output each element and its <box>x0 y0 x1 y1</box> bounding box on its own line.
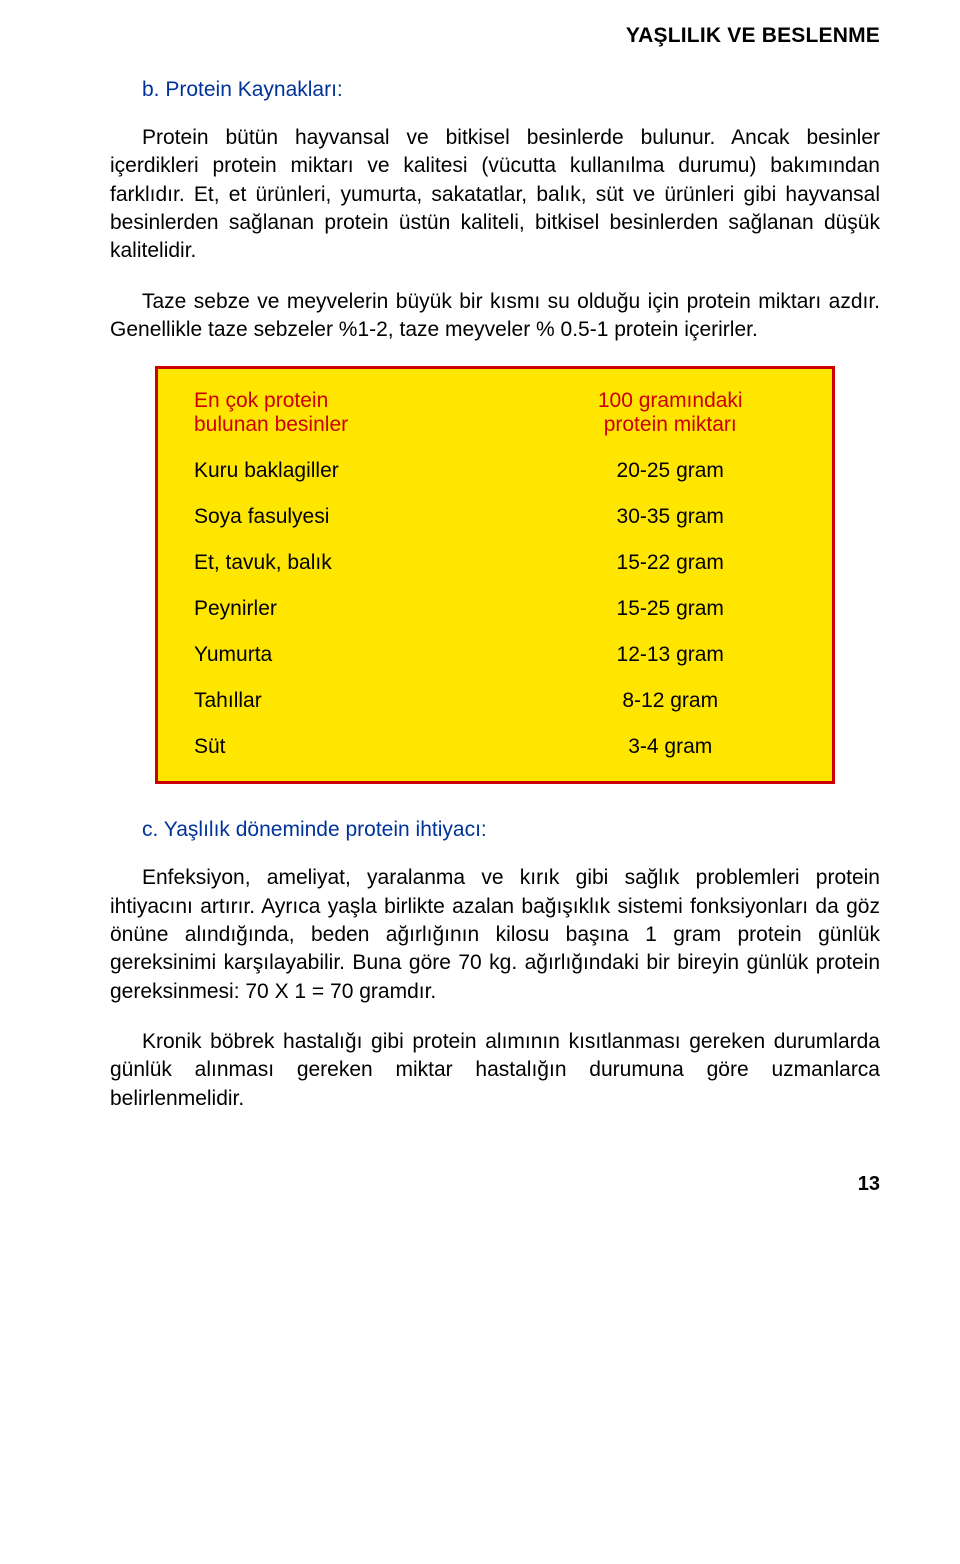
protein-amount-value: 15-25 gram <box>508 586 832 632</box>
protein-amount-value: 30-35 gram <box>508 494 832 540</box>
protein-amount-value: 8-12 gram <box>508 678 832 724</box>
page-number: 13 <box>110 1173 880 1196</box>
protein-food-label: Yumurta <box>158 632 508 678</box>
table-row: Kuru baklagiller20-25 gram <box>158 448 832 494</box>
protein-table-header-right-2: protein miktarı <box>604 413 737 436</box>
protein-food-label: Tahıllar <box>158 678 508 724</box>
protein-table-inner: En çok proteinbulunan besinler 100 gramın… <box>158 369 832 781</box>
protein-table-header-right-1: 100 gramındaki <box>598 389 743 412</box>
protein-food-label: Soya fasulyesi <box>158 494 508 540</box>
protein-food-label: Süt <box>158 724 508 781</box>
protein-food-label: Kuru baklagiller <box>158 448 508 494</box>
table-row: Peynirler15-25 gram <box>158 586 832 632</box>
protein-amount-value: 20-25 gram <box>508 448 832 494</box>
protein-table-header: En çok proteinbulunan besinler 100 gramın… <box>158 369 832 448</box>
protein-amount-value: 15-22 gram <box>508 540 832 586</box>
section-c-paragraph-2: Kronik böbrek hastalığı gibi protein alı… <box>110 1028 880 1113</box>
protein-food-label: Et, tavuk, balık <box>158 540 508 586</box>
section-b-heading: b. Protein Kaynakları: <box>110 78 880 102</box>
section-c-paragraph-1: Enfeksiyon, ameliyat, yaralanma ve kırık… <box>110 864 880 1006</box>
protein-table: En çok proteinbulunan besinler 100 gramın… <box>155 366 835 784</box>
table-row: Tahıllar8-12 gram <box>158 678 832 724</box>
protein-amount-value: 3-4 gram <box>508 724 832 781</box>
section-b-paragraph-1: Protein bütün hayvansal ve bitkisel besi… <box>110 124 880 266</box>
table-row: Yumurta12-13 gram <box>158 632 832 678</box>
table-row: Soya fasulyesi30-35 gram <box>158 494 832 540</box>
table-row: Süt3-4 gram <box>158 724 832 781</box>
section-c-heading: c. Yaşlılık döneminde protein ihtiyacı: <box>110 818 880 842</box>
table-row: Et, tavuk, balık15-22 gram <box>158 540 832 586</box>
section-b-paragraph-2: Taze sebze ve meyvelerin büyük bir kısmı… <box>110 288 880 345</box>
protein-food-label: Peynirler <box>158 586 508 632</box>
protein-table-header-left-1: En çok protein <box>194 389 328 412</box>
page-header-title: YAŞLILIK VE BESLENME <box>110 24 880 48</box>
protein-amount-value: 12-13 gram <box>508 632 832 678</box>
protein-table-header-left-2: bulunan besinler <box>194 413 348 436</box>
